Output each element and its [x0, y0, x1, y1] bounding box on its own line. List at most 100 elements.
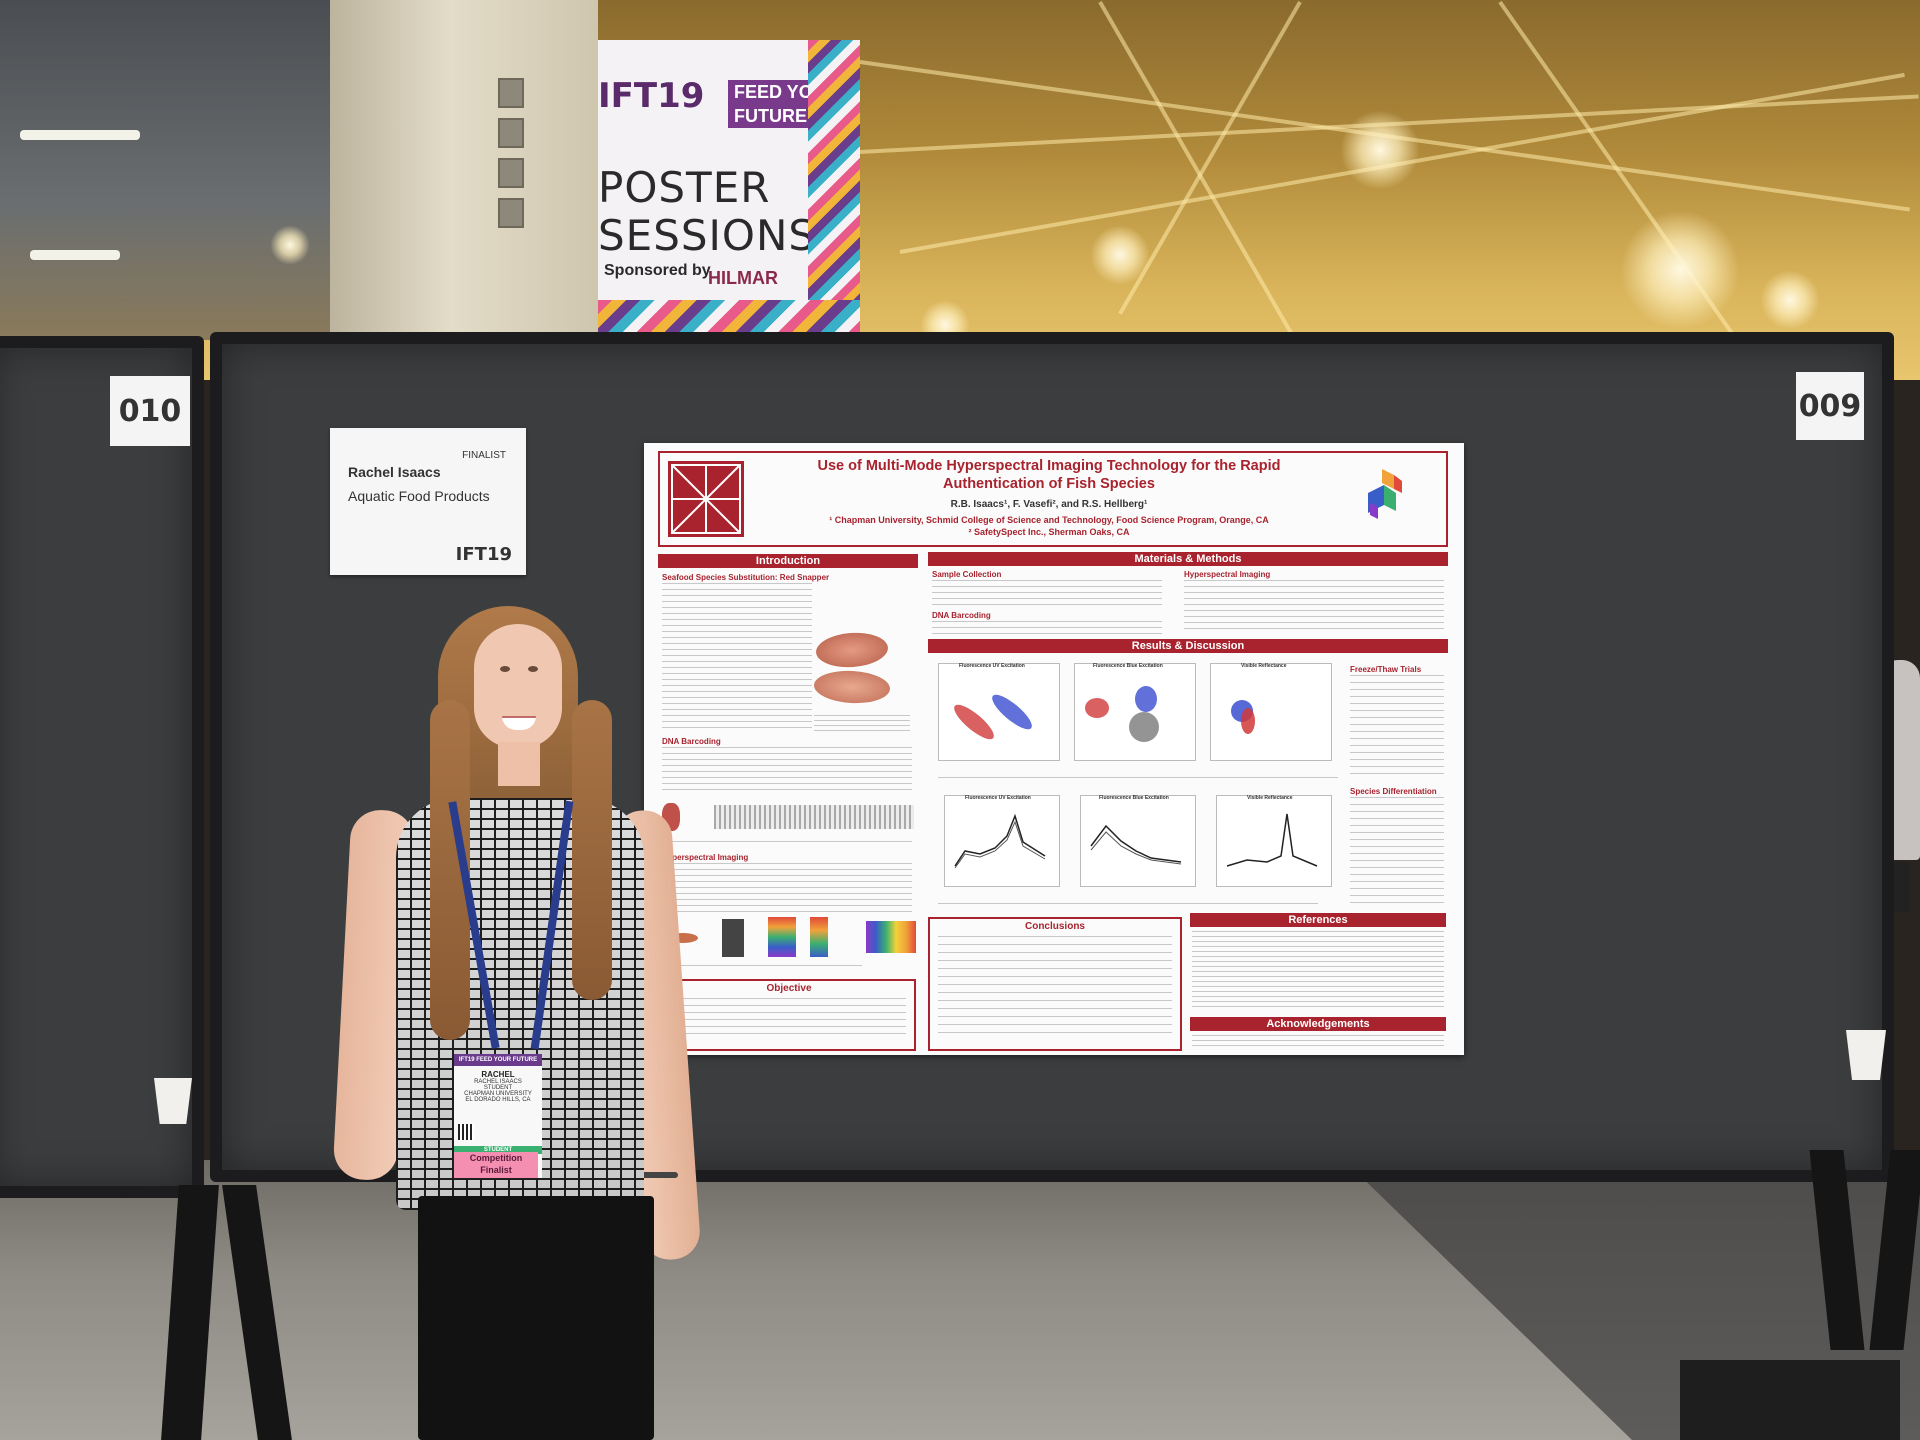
board-number-left: 010 [110, 376, 190, 446]
board-number-right: 009 [1796, 372, 1864, 440]
poster-title-line: Use of Multi-Mode Hyperspectral Imaging … [817, 458, 1281, 474]
person-eye [500, 666, 510, 672]
ceiling-light [1340, 110, 1420, 190]
card-name: Rachel Isaacs [348, 464, 441, 480]
badge-qr-icon [458, 1124, 474, 1140]
chapman-logo [668, 461, 744, 537]
acknowledgements-text-block [1192, 1035, 1444, 1047]
section-header-materials: Materials & Methods [928, 552, 1448, 566]
paper-cup [154, 1078, 192, 1124]
subheading-dna-barcoding: DNA Barcoding [662, 737, 721, 746]
scatter-plot-visible: Visible Reflectance [1210, 663, 1332, 761]
plot-title: Fluorescence UV Excitation [965, 795, 1031, 801]
pillar-box [498, 118, 524, 148]
badge-role: STUDENT [483, 1085, 513, 1091]
section-header-references: References [1190, 913, 1446, 927]
person-smile [502, 716, 536, 730]
spectra-lines-icon [1090, 824, 1182, 865]
ceiling-light [270, 225, 310, 265]
ribbon-line: Finalist [480, 1165, 512, 1175]
dna-methods-text-block [932, 621, 1162, 635]
plot-title: Visible Reflectance [1241, 663, 1287, 669]
bracelet [640, 1172, 678, 1178]
data-cluster [1085, 698, 1109, 718]
sample-text-block [932, 580, 1162, 608]
figure-caption [938, 903, 1318, 909]
banner-sponsored-by: Sponsored by [604, 262, 711, 279]
badge-type: STUDENT [454, 1146, 542, 1154]
camera-device-image [722, 919, 744, 957]
plot-title: Fluorescence Blue Excitation [1093, 663, 1163, 669]
data-cluster [949, 699, 999, 745]
ribbon-line: Competition [469, 1153, 523, 1163]
person-eye [528, 666, 538, 672]
cube-logo-icon [1368, 469, 1402, 519]
subheading-hsi-methods: Hyperspectral Imaging [1184, 570, 1271, 579]
spectra-plot-blue: Fluorescence Blue Excitation [1080, 795, 1196, 887]
research-poster: Use of Multi-Mode Hyperspectral Imaging … [644, 443, 1464, 1055]
intro-text-block [662, 583, 812, 733]
hypercube-slice-image [810, 917, 828, 957]
badge-first-name: RACHEL [481, 1070, 515, 1079]
badge-city: EL DORADO HILLS, CA [465, 1097, 531, 1103]
section-header-objective: Objective [766, 983, 812, 994]
section-header-acknowledgements: Acknowledgements [1190, 1017, 1446, 1031]
chapman-logo-icon [671, 464, 741, 534]
data-cluster [987, 689, 1037, 735]
dna-barcode-schematic [714, 805, 914, 829]
spectra-lines-icon [1226, 813, 1318, 867]
figure-caption [938, 777, 1338, 783]
species-text-block [1350, 797, 1444, 903]
banner-title-line: SESSIONS [598, 211, 817, 260]
objective-text-block [672, 998, 906, 1034]
fluorescent-light [30, 250, 120, 260]
conclusions-text-block [938, 936, 1172, 1040]
badge-organization: CHAPMAN UNIVERSITY [464, 1091, 532, 1097]
freeze-thaw-text-block [1350, 675, 1444, 779]
banner-ift-logo: IFT19 [598, 76, 705, 116]
plot-title: Fluorescence Blue Excitation [1099, 795, 1169, 801]
poster-board-left [0, 336, 204, 1198]
subheading-freeze-thaw: Freeze/Thaw Trials [1350, 665, 1422, 674]
figure-caption [662, 841, 912, 847]
banner-title-line: POSTER [598, 163, 771, 212]
figure-caption [814, 715, 910, 733]
hsi-text-block [662, 863, 912, 913]
plot-title: Visible Reflectance [1247, 795, 1293, 801]
ceiling-left-section [0, 0, 330, 340]
poster-affiliation: ¹ Chapman University, Schmid College of … [829, 515, 1269, 525]
card-category: Aquatic Food Products [348, 488, 490, 504]
finalist-card: FINALIST Rachel Isaacs Aquatic Food Prod… [330, 428, 526, 575]
ceiling-light [1760, 270, 1820, 330]
person-pants [418, 1196, 654, 1440]
plot-title: Fluorescence UV Excitation [959, 663, 1025, 669]
fluorescent-light [20, 130, 140, 140]
conclusions-box: Conclusions [928, 917, 1182, 1051]
person-hair-strand [572, 700, 612, 1000]
poster-title-block [658, 451, 1448, 547]
pillar-box [498, 198, 524, 228]
person-neck [498, 742, 540, 786]
poster-affiliation: ² SafetySpect Inc., Sherman Oaks, CA [968, 527, 1130, 537]
data-cluster [1241, 708, 1255, 734]
poster-authors: R.B. Isaacs¹, F. Vasefi², and R.S. Hellb… [950, 499, 1148, 510]
subheading-dna-methods: DNA Barcoding [932, 611, 991, 620]
subheading-sample-collection: Sample Collection [932, 570, 1002, 579]
poster-title: Use of Multi-Mode Hyperspectral Imaging … [754, 457, 1344, 493]
hsi-methods-text-block [1184, 580, 1444, 632]
spectrum-image [866, 921, 916, 953]
hypercube-image [768, 917, 796, 957]
data-cluster [1135, 686, 1157, 712]
subheading-seafood: Seafood Species Substitution: Red Snappe… [662, 573, 830, 582]
subheading-hyperspectral: Hyperspectral Imaging [662, 853, 749, 862]
badge-full-name: RACHEL ISAACS [474, 1079, 522, 1085]
banner-title: POSTER SESSIONS [598, 164, 816, 260]
safetyspect-logo [1348, 463, 1408, 533]
section-header-conclusions: Conclusions [1024, 921, 1085, 932]
poster-title-line: Authentication of Fish Species [943, 476, 1155, 492]
section-header-introduction: Introduction [658, 554, 918, 568]
spectra-plot-visible: Visible Reflectance [1216, 795, 1332, 887]
card-finalist-label: FINALIST [462, 450, 506, 461]
dna-text-block [662, 747, 912, 791]
